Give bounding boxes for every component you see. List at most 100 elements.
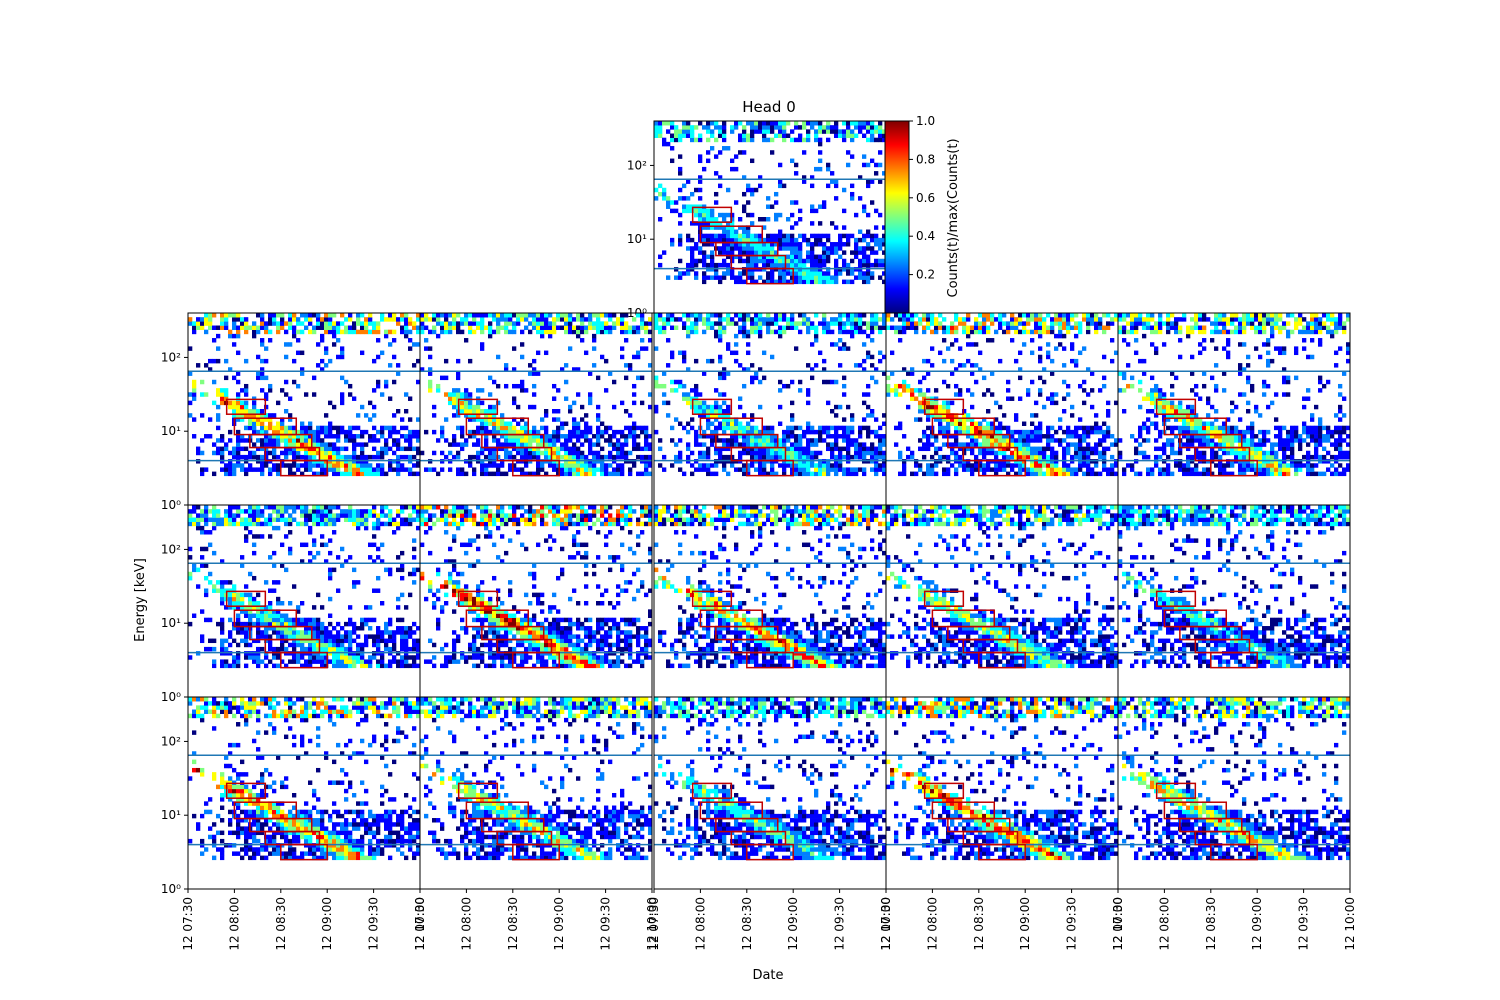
x-tick-label: 12 09:00 [1250,897,1264,951]
panel-14: 12 07:30 12 08:00 12 08:30 12 09:00 12 09:30… [879,696,1125,951]
y-tick-label: 10² [627,158,647,172]
band-box [280,651,328,669]
x-tick-label: 12 07:30 [1111,897,1125,951]
x-tick-label: 12 10:00 [645,897,659,951]
panel-11: 10⁰ 10¹ 10² 12 07:30 12 08:00 12 08:30 12 09:0… [161,696,427,951]
x-tick-label: 12 09:00 [320,897,334,951]
panel-7 [419,504,653,698]
band-box [225,398,267,415]
band-box [512,651,560,669]
band-box [746,459,794,477]
y-tick-label: 10² [161,734,181,748]
x-tick-label: 12 07:30 [647,897,661,951]
colorbar: 0.2 0.4 0.6 0.8 1.0 [884,114,935,314]
x-tick-label: 12 07:30 [413,897,427,951]
band-box [1155,782,1197,799]
x-tick-label: 12 08:00 [459,897,473,951]
colorbar-label: Counts(t)/max(Counts(t) [946,138,961,297]
y-tick-label: 10¹ [161,424,181,438]
x-axis-label: Date [752,968,783,983]
band-box [457,782,499,799]
x-tick-label: 12 09:30 [1297,897,1311,951]
band-box [225,590,267,607]
band-box [225,782,267,799]
panel-2 [419,312,653,506]
panel-15: 12 07:30 12 08:00 12 08:30 12 09:00 12 09:30… [1111,696,1357,951]
x-tick-label: 12 08:30 [274,897,288,951]
panel-frame [419,696,653,890]
x-tick-label: 12 10:00 [879,897,893,951]
panel-8 [653,504,887,698]
x-tick-label: 12 09:00 [1018,897,1032,951]
figure-title: Head 0 [742,98,796,116]
band-box [280,843,328,861]
panel-6: 10⁰ 10¹ 10² [161,504,421,704]
x-tick-label: 12 08:00 [227,897,241,951]
y-tick-label: 10¹ [627,232,647,246]
band-box [691,782,733,799]
colorbar-tick-label: 0.2 [916,268,935,282]
band-box [923,782,965,799]
y-tick-label: 10⁰ [161,690,181,704]
x-tick-label: 12 07:30 [879,897,893,951]
x-tick-label: 12 08:30 [1204,897,1218,951]
band-box [978,843,1026,861]
y-tick-label: 10⁰ [161,882,181,896]
y-tick-label: 10² [161,350,181,364]
panel-4 [885,312,1119,506]
panel-9 [885,504,1119,698]
x-tick-label: 12 08:00 [693,897,707,951]
band-box [691,206,733,223]
band-box [978,459,1026,477]
band-box [280,459,328,477]
band-box [978,651,1026,669]
x-tick-label: 12 08:00 [1157,897,1171,951]
y-tick-label: 10² [161,542,181,556]
y-tick-label: 10¹ [161,808,181,822]
colorbar-tick-label: 0.8 [916,152,935,166]
band-box [923,590,965,607]
colorbar-tick-label: 1.0 [916,114,935,128]
x-tick-label: 12 08:30 [740,897,754,951]
band-box [1210,459,1258,477]
x-tick-label: 12 10:00 [1343,897,1357,951]
x-tick-label: 12 10:00 [1111,897,1125,951]
x-tick-label: 12 09:30 [367,897,381,951]
panel-12: 12 07:30 12 08:00 12 08:30 12 09:00 12 09:30… [413,696,659,951]
band-box [1155,590,1197,607]
panels: 10⁰10¹10²10⁰10¹10²10⁰10¹10²10⁰10¹10²12 0… [161,120,1357,951]
band-box [512,459,560,477]
y-tick-label: 10¹ [161,616,181,630]
panel-3 [653,312,887,506]
panel-frame [1117,696,1351,890]
band-box [746,843,794,861]
band-box [691,590,733,607]
x-tick-label: 12 08:30 [506,897,520,951]
x-tick-label: 12 09:30 [599,897,613,951]
band-box [1210,651,1258,669]
x-tick-label: 12 09:00 [786,897,800,951]
x-tick-label: 12 08:30 [972,897,986,951]
colorbar-tick-label: 0.6 [916,191,935,205]
x-tick-label: 12 09:30 [1065,897,1079,951]
x-tick-label: 12 08:00 [925,897,939,951]
band-box [1210,843,1258,861]
figure-labels: Head 0 Date Energy [keV] Counts(t)/max(C… [133,98,961,983]
band-box [457,590,499,607]
panel-1: 10⁰ 10¹ 10² [161,312,421,512]
band-box [923,398,965,415]
panel-13: 12 07:30 12 08:00 12 08:30 12 09:00 12 09:30… [647,696,893,951]
x-tick-label: 12 09:00 [552,897,566,951]
panel-10 [1117,504,1351,698]
band-box [691,398,733,415]
colorbar-bar [884,120,910,314]
band-box [512,843,560,861]
x-tick-label: 12 10:00 [413,897,427,951]
colorbar-tick-label: 0.4 [916,229,935,243]
x-tick-label: 12 07:30 [181,897,195,951]
band-box [457,398,499,415]
band-box [746,267,794,285]
band-box [1155,398,1197,415]
